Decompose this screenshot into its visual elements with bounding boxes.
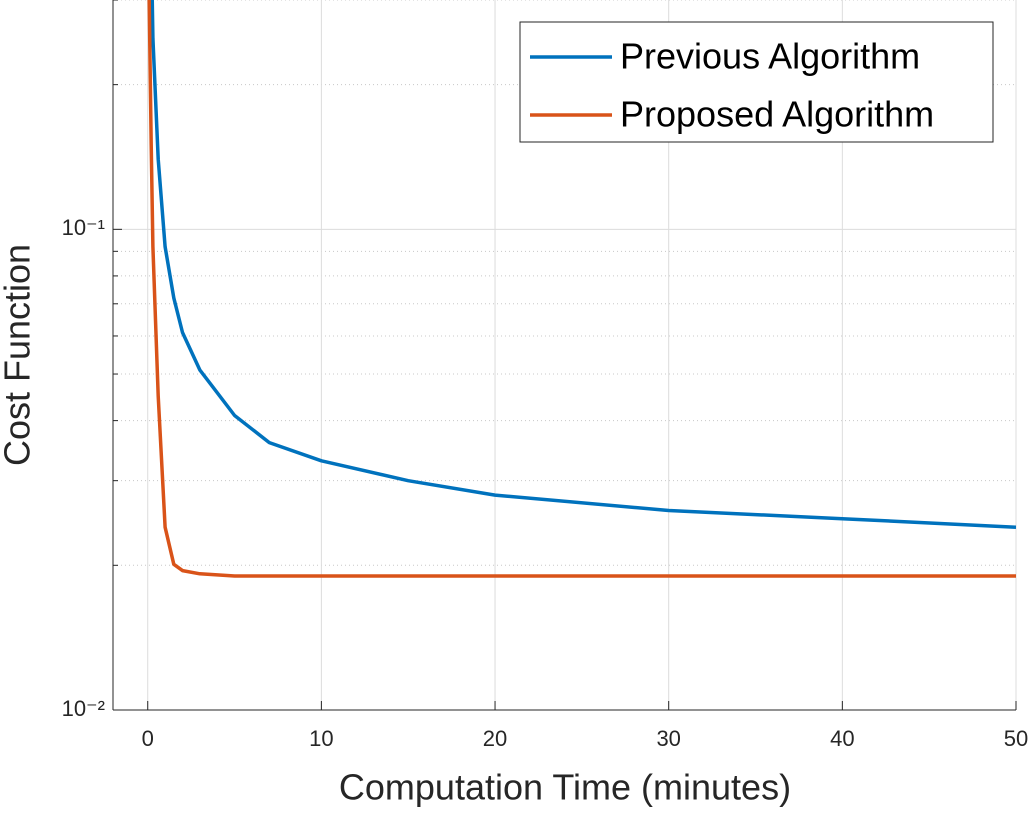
y-axis-label: Cost Function [0,244,38,466]
x-tick-label: 30 [656,726,680,751]
x-tick-label: 0 [142,726,154,751]
x-tick-label: 20 [483,726,507,751]
x-tick-label: 40 [830,726,854,751]
x-tick-label: 10 [309,726,333,751]
series-line [150,0,1016,529]
y-tick-label: 10⁻² [62,696,105,721]
x-tick-label: 50 [1004,726,1028,751]
legend-box [519,21,994,143]
x-axis-label: Computation Time (minutes) [339,767,791,808]
plot-area [147,0,1016,578]
y-tick-label: 10⁻¹ [62,215,105,240]
series-line [147,0,1016,578]
legend-label: Proposed Algorithm [620,94,934,135]
legend-label: Previous Algorithm [620,36,920,77]
